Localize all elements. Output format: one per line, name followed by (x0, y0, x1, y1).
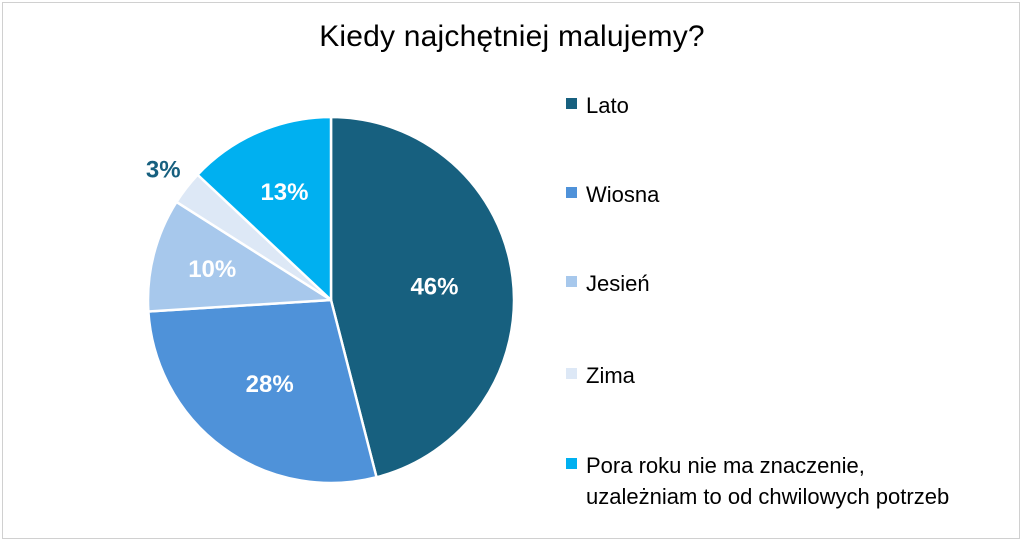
data-label-lato: 46% (410, 273, 458, 300)
legend-label-jesien: Jesień (586, 271, 650, 296)
data-label-pora-roku: 13% (260, 179, 308, 206)
legend-swatch-jesien (566, 276, 577, 287)
legend-label-wiosna: Wiosna (586, 182, 660, 207)
legend-swatch-lato (566, 98, 577, 109)
data-label-wiosna: 28% (246, 371, 294, 398)
legend-label-lato: Lato (586, 93, 629, 118)
data-label-jesien: 10% (188, 256, 236, 283)
legend-label-zima: Zima (586, 363, 635, 388)
chart-legend: Lato Wiosna Jesień Zima Pora roku nie ma… (566, 0, 1006, 543)
legend-item-zima: Zima (566, 360, 635, 391)
pie-slice-pora-roku (196, 115, 333, 302)
pie-slice-wiosna (147, 298, 378, 485)
chart-title: Kiedy najchętniej malujemy? (319, 20, 705, 53)
legend-item-pora-roku: Pora roku nie ma znaczenie, uzależniam t… (566, 450, 949, 512)
legend-swatch-zima (566, 368, 577, 379)
pie-slice-lato (329, 115, 516, 479)
legend-item-wiosna: Wiosna (566, 179, 659, 210)
legend-item-lato: Lato (566, 90, 629, 121)
legend-label-pora-roku: Pora roku nie ma znaczenie, uzależniam t… (586, 453, 950, 509)
legend-swatch-wiosna (566, 187, 577, 198)
legend-swatch-pora-roku (566, 458, 577, 469)
legend-item-jesien: Jesień (566, 268, 650, 299)
data-label-zima: 3% (146, 156, 181, 183)
pie-slice-jesien (146, 200, 333, 313)
